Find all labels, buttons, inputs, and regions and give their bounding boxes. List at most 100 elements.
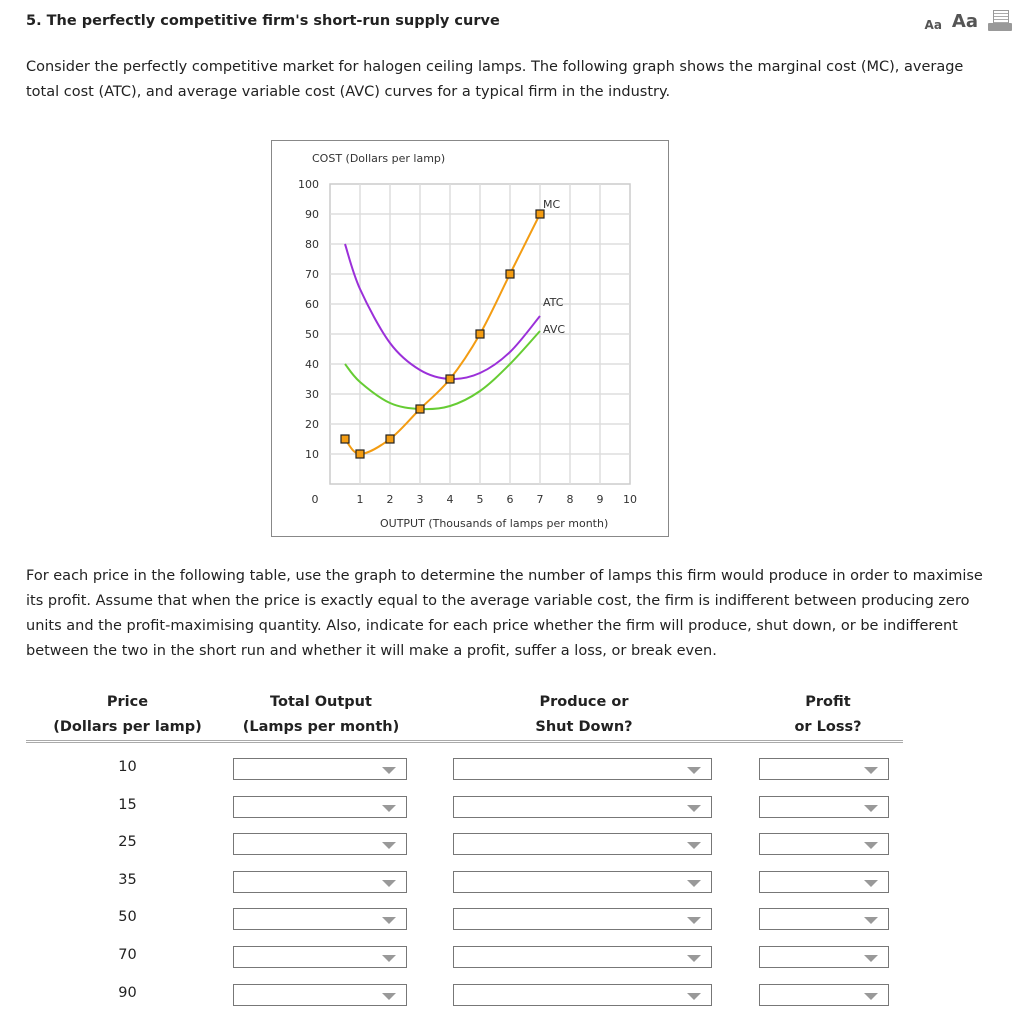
y-tick-label: 10 <box>305 448 319 461</box>
chevron-down-icon <box>864 992 878 1000</box>
header-price: Price (Dollars per lamp) <box>40 690 215 740</box>
header-produce: Produce or Shut Down? <box>494 690 674 740</box>
produce-dropdown[interactable] <box>453 946 712 968</box>
y-axis-label: COST (Dollars per lamp) <box>312 152 445 165</box>
y-tick-label: 90 <box>305 208 319 221</box>
increase-font-button[interactable]: Aa <box>951 11 978 32</box>
profit-dropdown[interactable] <box>759 758 889 780</box>
x-tick-label: 5 <box>477 493 484 506</box>
x-tick-label: 6 <box>507 493 514 506</box>
header-produce-line2: Shut Down? <box>535 719 633 735</box>
chevron-down-icon <box>382 955 396 962</box>
x-tick-label: 4 <box>447 493 454 506</box>
output-dropdown[interactable] <box>233 870 407 893</box>
output-dropdown[interactable] <box>233 795 407 818</box>
price-cell: 50 <box>118 909 137 926</box>
price-cell: 35 <box>118 871 137 888</box>
mc-point <box>355 449 365 459</box>
chevron-down-icon <box>864 767 878 774</box>
output-dropdown[interactable] <box>233 983 407 1006</box>
chevron-down-icon <box>687 955 701 962</box>
price-cell: 10 <box>118 759 137 775</box>
print-icon[interactable] <box>988 10 1012 32</box>
chevron-down-icon <box>382 992 396 1000</box>
produce-dropdown[interactable] <box>453 870 712 893</box>
header-price-line1: Price <box>106 694 149 710</box>
cost-chart: COST (Dollars per lamp) OUTPUT (Thousands… <box>271 140 669 537</box>
y-tick-label: 30 <box>305 388 319 401</box>
x-tick-label: 9 <box>597 493 604 506</box>
profit-dropdown[interactable] <box>759 870 889 893</box>
question-title: 5. The perfectly competitive firm's shor… <box>26 13 500 29</box>
profit-dropdown[interactable] <box>759 983 889 1006</box>
output-dropdown[interactable] <box>233 946 407 968</box>
atc-curve <box>344 243 541 381</box>
chevron-down-icon <box>687 879 701 887</box>
header-output: Total Output (Lamps per month) <box>230 690 412 740</box>
produce-dropdown[interactable] <box>453 908 712 931</box>
chevron-down-icon <box>864 879 878 887</box>
produce-dropdown[interactable] <box>453 758 712 780</box>
output-dropdown[interactable] <box>233 908 407 931</box>
mc-point <box>475 329 485 339</box>
intro-text: Consider the perfectly competitive marke… <box>26 59 964 100</box>
table-header-divider <box>26 740 903 743</box>
produce-dropdown[interactable] <box>453 795 712 818</box>
mc-point <box>535 209 545 219</box>
chevron-down-icon <box>382 842 396 850</box>
chevron-down-icon <box>864 842 878 850</box>
mc-point <box>415 404 425 414</box>
avc-curve <box>344 330 541 411</box>
profit-dropdown[interactable] <box>759 946 889 968</box>
x-tick-label: 10 <box>623 493 637 506</box>
y-tick-label: 100 <box>298 178 319 191</box>
chevron-down-icon <box>382 917 396 925</box>
x-axis-label: OUTPUT (Thousands of lamps per month) <box>380 517 608 530</box>
output-dropdown[interactable] <box>233 833 407 856</box>
header-price-line2: (Dollars per lamp) <box>53 719 202 735</box>
x-tick-label: 3 <box>417 493 424 506</box>
x-tick-label: 0 <box>312 493 319 506</box>
profit-dropdown[interactable] <box>759 908 889 931</box>
price-cell: 25 <box>118 834 137 851</box>
mc-point <box>505 269 515 279</box>
mc-point <box>385 434 395 444</box>
y-tick-label: 70 <box>305 268 319 281</box>
y-tick-label: 80 <box>305 238 319 251</box>
chevron-down-icon <box>864 804 878 812</box>
x-tick-label: 2 <box>387 493 394 506</box>
header-profit-line2: or Loss? <box>794 719 862 735</box>
chevron-down-icon <box>864 955 878 962</box>
chevron-down-icon <box>382 879 396 887</box>
y-tick-label: 20 <box>305 418 319 431</box>
y-tick-label: 50 <box>305 328 319 341</box>
y-tick-label: 40 <box>305 358 319 371</box>
produce-dropdown[interactable] <box>453 983 712 1006</box>
decrease-font-button[interactable]: Aa <box>924 18 942 32</box>
x-tick-label: 7 <box>537 493 544 506</box>
header-profit: Profit or Loss? <box>768 690 888 740</box>
mc-point <box>340 434 350 444</box>
header-produce-line1: Produce or <box>539 694 629 710</box>
output-dropdown[interactable] <box>233 758 407 780</box>
instructions-text: For each price in the following table, u… <box>26 568 983 659</box>
chevron-down-icon <box>864 917 878 925</box>
header-profit-line1: Profit <box>805 694 851 710</box>
chevron-down-icon <box>687 804 701 812</box>
produce-dropdown[interactable] <box>453 833 712 856</box>
header-output-line1: Total Output <box>270 694 372 710</box>
chevron-down-icon <box>687 917 701 925</box>
profit-dropdown[interactable] <box>759 795 889 818</box>
chevron-down-icon <box>382 767 396 774</box>
y-tick-label: 60 <box>305 298 319 311</box>
avc-label: AVC <box>543 323 565 336</box>
toolbar: Aa Aa <box>925 10 1012 32</box>
chevron-down-icon <box>687 767 701 774</box>
x-tick-label: 8 <box>567 493 574 506</box>
atc-label: ATC <box>543 296 564 309</box>
cost-chart-svg: COST (Dollars per lamp) OUTPUT (Thousands… <box>298 152 637 530</box>
profit-dropdown[interactable] <box>759 833 889 856</box>
x-tick-label: 1 <box>357 493 364 506</box>
header-output-line2: (Lamps per month) <box>242 719 400 735</box>
